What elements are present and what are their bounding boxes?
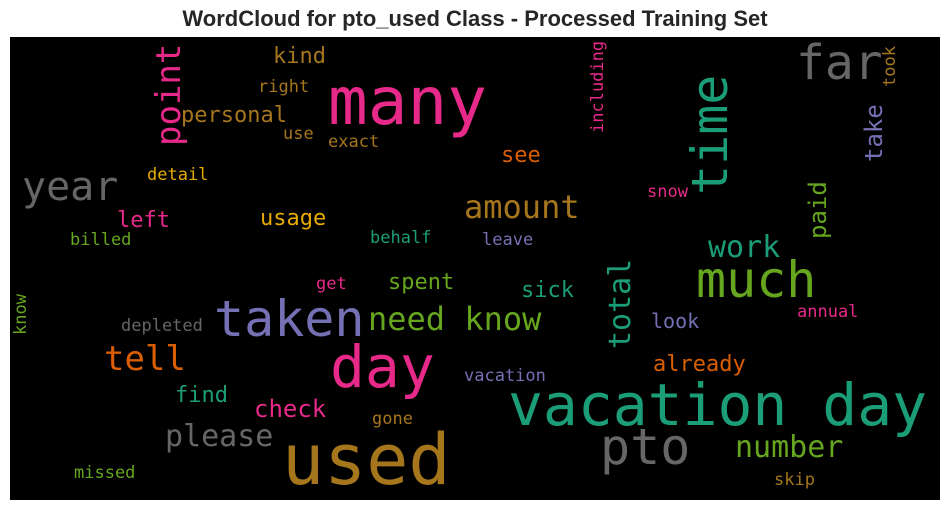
word-find: find [175,383,228,408]
word-behalf: behalf [370,228,431,248]
wordcloud-canvas: vacation day used many much taken day time far p… [10,37,940,500]
word-annual: annual [797,302,858,322]
word-taken: taken [214,290,365,348]
word-snow: snow [647,182,689,202]
word-amount: amount [464,188,580,226]
word-including: including [588,41,608,133]
word-detail: detail [147,165,208,185]
word-gone: gone [372,409,413,429]
word-missed: missed [74,463,135,483]
word-depleted: depleted [121,316,203,336]
word-work: work [708,230,780,265]
word-kind: kind [273,44,326,69]
word-point: point [149,44,189,146]
word-many: many [328,63,487,140]
word-paid: paid [804,181,832,239]
word-exact: exact [328,132,379,152]
word-day: day [330,333,435,401]
word-see: see [501,143,541,168]
word-skip: skip [774,470,815,490]
word-number: number [735,430,843,465]
word-pto: pto [600,418,690,476]
word-right: right [258,77,309,97]
word-tell: tell [104,339,186,379]
word-leave: leave [482,230,533,250]
word-use: use [283,124,314,144]
word-check: check [254,395,327,423]
word-took: took [880,46,900,87]
word-left: left [117,208,170,233]
word-need-know: need know [368,300,542,338]
word-get: get [316,274,347,294]
word-already: already [653,352,746,377]
word-far: far [796,37,883,91]
word-look: look [651,309,699,333]
word-used: used [282,419,451,500]
word-time: time [681,75,739,195]
word-usage: usage [260,206,326,231]
word-sick: sick [521,278,574,303]
word-personal: personal [181,103,287,128]
word-much: much [696,251,816,309]
chart-title: WordCloud for pto_used Class - Processed… [182,6,768,31]
word-take: take [860,104,888,162]
word-year: year [22,164,118,210]
word-know: know [11,293,31,335]
word-vacation-day: vacation day [508,371,927,439]
word-please: please [165,419,273,454]
word-total: total [603,259,638,349]
word-spent: spent [388,270,454,295]
word-billed: billed [70,230,131,250]
word-vacation: vacation [464,366,546,386]
